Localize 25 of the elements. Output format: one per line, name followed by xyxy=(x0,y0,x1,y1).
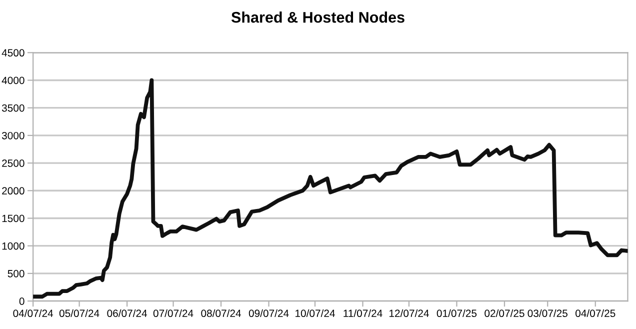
y-tick-label: 4500 xyxy=(2,49,24,57)
x-tick-label: 10/07/24 xyxy=(296,309,335,318)
x-tick-label: 06/07/24 xyxy=(107,309,148,318)
line-series xyxy=(33,78,628,299)
chart-title: Shared & Hosted Nodes xyxy=(231,12,404,23)
x-tick-label: 09/07/24 xyxy=(248,309,289,318)
x-tick-label: 03/07/25 xyxy=(528,309,568,318)
x-tick-label: 01/07/25 xyxy=(436,309,477,318)
y-tick-label: 3000 xyxy=(2,132,24,140)
x-tick-label: 04/07/25 xyxy=(576,309,616,318)
y-tick-label: 1500 xyxy=(2,214,24,222)
x-tick-label: 02/07/25 xyxy=(484,309,524,318)
x-tick-label: 07/07/24 xyxy=(153,309,194,318)
y-tick-label: 1000 xyxy=(2,242,24,250)
y-tick-label: 3500 xyxy=(2,104,24,112)
y-tick-label: 2500 xyxy=(2,160,24,167)
y-tick-label: 2000 xyxy=(2,187,24,195)
y-tick-label: 500 xyxy=(8,270,24,278)
x-tick-label: 04/07/24 xyxy=(13,309,54,318)
x-tick-label: 08/07/24 xyxy=(201,309,241,318)
x-tick-label: 11/07/24 xyxy=(344,309,382,318)
x-tick-label: 05/07/24 xyxy=(59,309,100,318)
x-tick-label: 12/07/24 xyxy=(389,309,429,318)
y-tick-label: 4000 xyxy=(2,76,24,84)
y-tick-label: 0 xyxy=(19,298,24,305)
